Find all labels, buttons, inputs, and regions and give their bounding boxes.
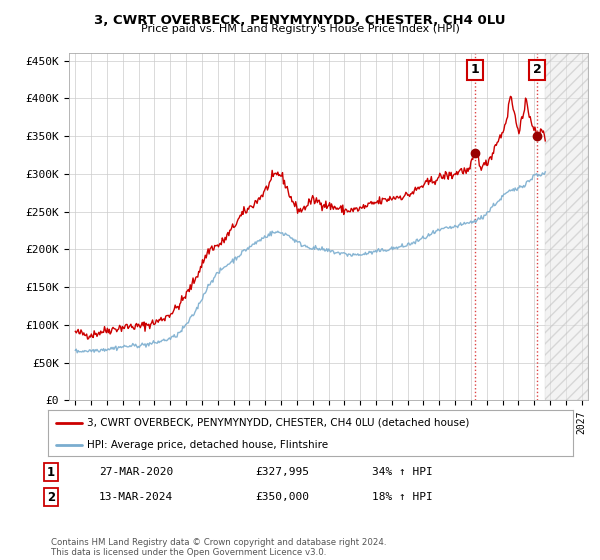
Text: Price paid vs. HM Land Registry's House Price Index (HPI): Price paid vs. HM Land Registry's House … [140, 24, 460, 34]
Text: 2: 2 [533, 63, 542, 76]
Text: 2: 2 [47, 491, 55, 504]
Text: Contains HM Land Registry data © Crown copyright and database right 2024.
This d: Contains HM Land Registry data © Crown c… [51, 538, 386, 557]
Text: £350,000: £350,000 [255, 492, 309, 502]
Text: HPI: Average price, detached house, Flintshire: HPI: Average price, detached house, Flin… [88, 440, 329, 450]
Text: 1: 1 [470, 63, 479, 76]
Text: 3, CWRT OVERBECK, PENYMYNYDD, CHESTER, CH4 0LU: 3, CWRT OVERBECK, PENYMYNYDD, CHESTER, C… [94, 14, 506, 27]
Text: 27-MAR-2020: 27-MAR-2020 [99, 467, 173, 477]
Text: 34% ↑ HPI: 34% ↑ HPI [372, 467, 433, 477]
Text: 18% ↑ HPI: 18% ↑ HPI [372, 492, 433, 502]
Text: 13-MAR-2024: 13-MAR-2024 [99, 492, 173, 502]
Text: 1: 1 [47, 465, 55, 479]
Text: £327,995: £327,995 [255, 467, 309, 477]
Text: 3, CWRT OVERBECK, PENYMYNYDD, CHESTER, CH4 0LU (detached house): 3, CWRT OVERBECK, PENYMYNYDD, CHESTER, C… [88, 418, 470, 428]
Bar [545, 53, 588, 400]
